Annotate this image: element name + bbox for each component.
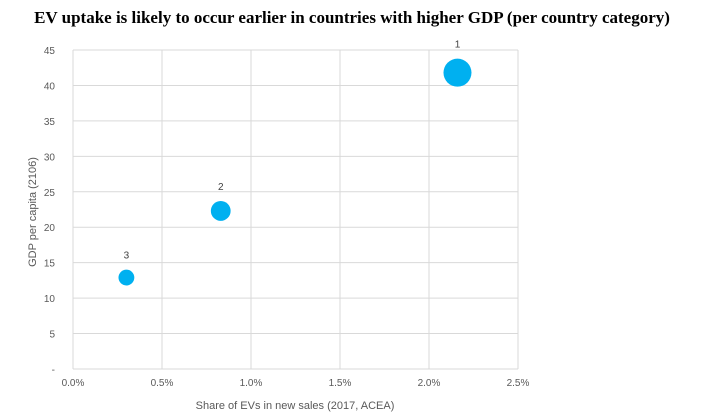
y-tick-label: 35 [44,117,56,128]
bubble-labels: 1 2 3 [124,40,461,262]
y-tick-label: 45 [44,46,56,57]
x-tick-label: 1.0% [240,378,263,389]
y-tick-label: 25 [44,188,56,199]
x-tick-label: 0.0% [62,378,85,389]
bubble-label: 3 [124,251,130,262]
bubble-point [443,58,472,87]
x-tick-label: 0.5% [151,378,174,389]
y-tick-label: 10 [44,294,56,305]
bubble-label: 1 [455,40,461,51]
y-tick-label: 20 [44,223,56,234]
x-tick-label: 1.5% [329,378,352,389]
x-axis-label: Share of EVs in new sales (2017, ACEA) [196,400,395,412]
y-axis-ticks: - 5 10 15 20 25 30 35 40 45 [44,46,56,376]
x-axis-ticks: 0.0% 0.5% 1.0% 1.5% 2.0% 2.5% [62,378,530,389]
bubble-series [118,58,472,286]
bubble-point [118,269,135,286]
bubble-point [210,201,231,221]
y-tick-label: 30 [44,152,56,163]
y-tick-label: - [52,365,55,376]
bubble-label: 2 [218,182,224,193]
x-tick-label: 2.0% [418,378,441,389]
y-tick-label: 40 [44,81,56,92]
y-axis-label: GDP per capita (2106) [27,157,39,267]
chart-title: EV uptake is likely to occur earlier in … [34,8,670,27]
x-tick-label: 2.5% [507,378,530,389]
y-tick-label: 15 [44,259,56,270]
grid-lines [72,49,519,370]
y-tick-label: 5 [49,330,55,341]
